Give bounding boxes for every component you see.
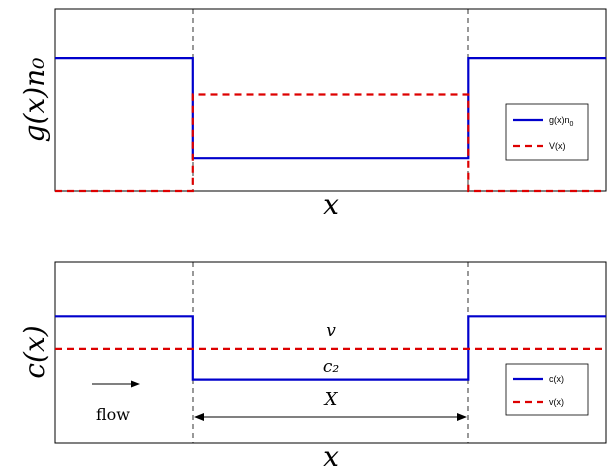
X-arrowhead-left [194, 413, 204, 421]
annotation-X: X [323, 389, 339, 410]
bottom-plot-frame [54, 261, 607, 444]
bottom-legend-blue-label: c(x) [549, 374, 564, 384]
annotation-v: v [326, 321, 336, 341]
top-legend-box [505, 103, 589, 161]
bottom-x-axis-label: x [323, 440, 339, 468]
X-arrowhead-right [457, 413, 467, 421]
bottom-legend-red-label: v(x) [549, 397, 564, 407]
top-y-axis-label: g(x)n₀ [18, 58, 51, 143]
series-c-x-line [55, 315, 606, 381]
annotation-c2: c₂ [323, 357, 340, 377]
top-x-axis-label: x [323, 188, 339, 221]
bottom-y-axis-label: c(x) [18, 325, 51, 378]
top-legend: g(x)n0 V(x) [505, 103, 589, 161]
top-plot-frame [54, 8, 607, 192]
top-legend-red-label: V(x) [549, 141, 566, 151]
top-legend-blue-label: g(x)n0 [549, 115, 574, 128]
flow-arrowhead [131, 380, 140, 388]
bottom-legend-box [505, 363, 589, 416]
top-legend-blue-main: g(x)n [549, 115, 570, 125]
top-legend-blue-sub: 0 [570, 121, 574, 128]
series-V-x-line [55, 93, 606, 193]
annotation-flow: flow [96, 405, 130, 424]
bottom-legend: c(x) v(x) [505, 363, 589, 416]
panel-bottom: v c₂ flow X c(x) x c(x) v(x) [18, 261, 607, 468]
series-g-x-n0-line [55, 56, 606, 160]
panel-top: g(x)n₀ x g(x)n0 V(x) [18, 8, 607, 221]
